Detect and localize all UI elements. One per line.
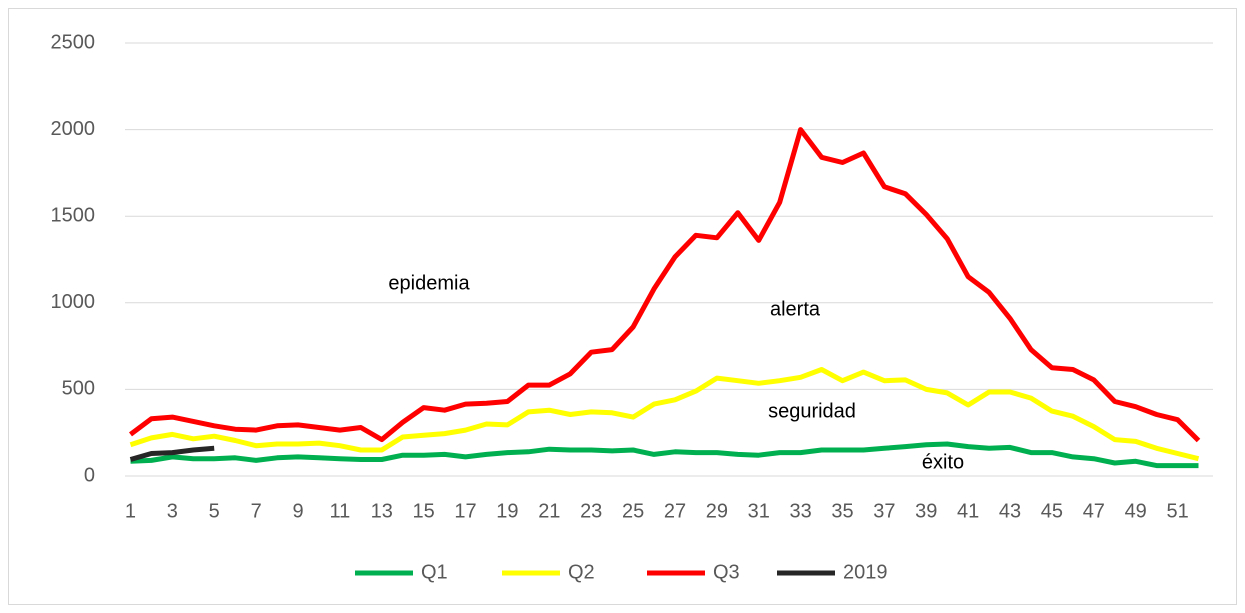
y-tick-label: 1500 bbox=[51, 204, 96, 226]
line-series bbox=[129, 367, 1200, 462]
x-tick-label: 7 bbox=[251, 500, 262, 522]
annotation: seguridad bbox=[768, 400, 856, 422]
x-tick-label: 1 bbox=[125, 500, 136, 522]
x-tick-label: 23 bbox=[580, 500, 602, 522]
annotation: epidemia bbox=[388, 272, 470, 294]
line-series bbox=[130, 441, 1199, 469]
x-tick-label: 13 bbox=[371, 500, 393, 522]
line-series bbox=[129, 127, 1201, 443]
y-tick-label: 2500 bbox=[51, 31, 96, 53]
x-tick-label: 43 bbox=[999, 500, 1021, 522]
x-tick-label: 49 bbox=[1125, 500, 1147, 522]
legend-label: Q3 bbox=[713, 561, 740, 583]
x-tick-label: 5 bbox=[209, 500, 220, 522]
x-tick-label: 9 bbox=[292, 500, 303, 522]
y-tick-label: 500 bbox=[62, 378, 95, 400]
y-tick-label: 2000 bbox=[51, 118, 96, 140]
x-tick-label: 45 bbox=[1041, 500, 1063, 522]
x-tick-label: 41 bbox=[957, 500, 979, 522]
x-tick-label: 11 bbox=[330, 500, 351, 522]
x-tick-label: 15 bbox=[413, 500, 435, 522]
x-tick-label: 35 bbox=[831, 500, 853, 522]
legend-label: Q2 bbox=[568, 561, 595, 583]
x-tick-label: 39 bbox=[915, 500, 937, 522]
y-tick-label: 0 bbox=[84, 464, 95, 486]
x-tick-label: 3 bbox=[167, 500, 178, 522]
x-tick-label: 31 bbox=[748, 500, 770, 522]
x-tick-label: 37 bbox=[873, 500, 895, 522]
line-series bbox=[129, 445, 215, 462]
x-tick-label: 29 bbox=[706, 500, 728, 522]
annotation: éxito bbox=[922, 451, 964, 473]
x-tick-label: 47 bbox=[1083, 500, 1105, 522]
x-tick-label: 17 bbox=[454, 500, 476, 522]
x-tick-label: 51 bbox=[1166, 500, 1188, 522]
y-tick-label: 1000 bbox=[51, 291, 96, 313]
x-tick-label: 19 bbox=[496, 500, 518, 522]
legend-label: 2019 bbox=[843, 561, 888, 583]
legend-label: Q1 bbox=[421, 561, 448, 583]
x-tick-label: 27 bbox=[664, 500, 686, 522]
x-tick-label: 33 bbox=[790, 500, 812, 522]
x-tick-label: 21 bbox=[538, 500, 560, 522]
chart-border bbox=[8, 8, 1237, 605]
annotation: alerta bbox=[770, 298, 821, 320]
x-tick-label: 25 bbox=[622, 500, 644, 522]
